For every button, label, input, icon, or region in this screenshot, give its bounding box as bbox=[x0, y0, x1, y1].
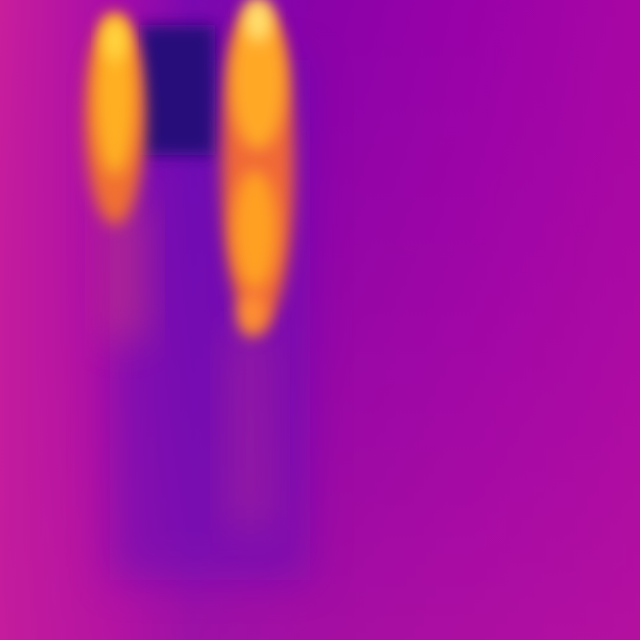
feet bbox=[238, 293, 266, 337]
person-right bbox=[222, 0, 294, 530]
person-left bbox=[85, 15, 145, 340]
torso bbox=[230, 10, 286, 150]
body-core bbox=[95, 15, 135, 175]
dark-region bbox=[140, 25, 215, 155]
legs bbox=[233, 170, 277, 290]
head bbox=[103, 18, 127, 62]
head bbox=[244, 0, 272, 42]
heat-trail bbox=[230, 330, 270, 530]
